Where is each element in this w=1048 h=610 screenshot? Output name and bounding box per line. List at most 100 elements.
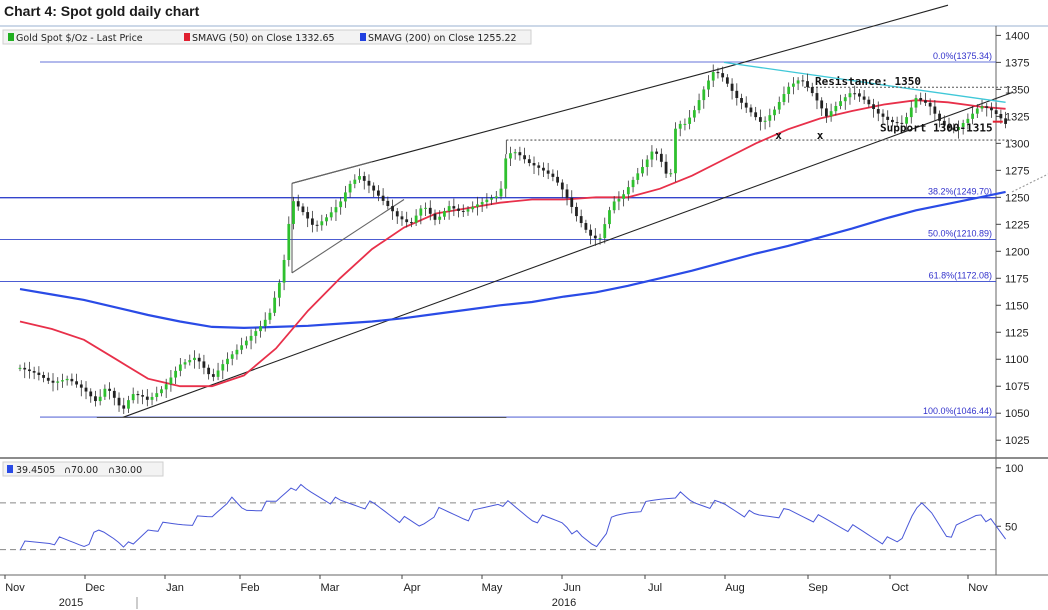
x-month-label: Jul xyxy=(648,582,662,594)
legend-entry: SMAVG (200) on Close 1255.22 xyxy=(368,33,517,44)
candle-body xyxy=(254,331,258,336)
candle-body xyxy=(570,197,574,207)
candle-body xyxy=(353,179,357,184)
candle-body xyxy=(702,89,706,101)
candle-body xyxy=(891,119,894,123)
candle-body xyxy=(659,153,663,162)
candle-body xyxy=(777,101,781,110)
candle-body xyxy=(527,159,531,164)
candle-body xyxy=(971,113,974,119)
candle-body xyxy=(230,354,234,359)
candle-body xyxy=(650,151,654,160)
candle-body xyxy=(645,159,649,167)
candle-body xyxy=(452,206,456,209)
candle-body xyxy=(141,395,145,397)
fib-label: 0.0%(1375.34) xyxy=(933,51,992,61)
candle-body xyxy=(160,389,163,394)
rsi-legend-box xyxy=(2,461,164,477)
candle-body xyxy=(32,371,36,373)
candle-body xyxy=(985,106,989,108)
support-label: Support 1300-1315 xyxy=(880,121,993,134)
candle-body xyxy=(221,364,225,371)
candle-body xyxy=(84,387,88,392)
candle-body xyxy=(763,120,767,122)
candle-body xyxy=(796,80,800,84)
candle-body xyxy=(900,122,904,124)
candle-body xyxy=(730,83,734,91)
candle-body xyxy=(244,340,248,346)
candle-body xyxy=(235,349,239,355)
candle-body xyxy=(909,107,913,118)
candle-body xyxy=(395,211,399,217)
fib-label: 38.2%(1249.70) xyxy=(928,187,992,197)
candle-body xyxy=(744,102,748,108)
x-month-label: Feb xyxy=(241,582,260,594)
candle-body xyxy=(504,158,508,189)
candle-body xyxy=(268,312,272,320)
candle-body xyxy=(862,96,866,100)
candle-body xyxy=(603,224,607,239)
candle-body xyxy=(51,380,55,383)
x-year-label: 2016 xyxy=(552,597,576,609)
candle-body xyxy=(990,107,993,111)
legend-entry: SMAVG (50) on Close 1332.65 xyxy=(192,33,335,44)
y-tick-label: 1175 xyxy=(1005,273,1029,285)
rsi-tick-label: 50 xyxy=(1005,521,1017,533)
candle-body xyxy=(626,187,630,195)
candle-body xyxy=(70,378,74,382)
candle-body xyxy=(636,173,640,180)
candle-body xyxy=(952,127,956,131)
x-month-label: Aug xyxy=(725,582,745,594)
candle-body xyxy=(46,377,50,381)
candle-body xyxy=(810,87,814,94)
candle-body xyxy=(674,128,677,174)
x-mark-label: x xyxy=(775,129,782,142)
candle-body xyxy=(858,93,861,97)
channel-upper-line xyxy=(291,4,949,184)
rsi-legend-lower: ∩30.00 xyxy=(108,465,142,476)
x-month-label: Jun xyxy=(563,582,581,594)
candle-body xyxy=(980,106,984,109)
candle-body xyxy=(551,173,555,177)
candle-body xyxy=(829,111,833,117)
candle-body xyxy=(443,211,446,217)
candle-body xyxy=(957,126,960,131)
candle-body xyxy=(117,397,121,406)
candle-body xyxy=(202,361,206,368)
candle-body xyxy=(461,210,465,212)
y-tick-label: 1125 xyxy=(1005,327,1029,339)
candle-body xyxy=(490,198,493,200)
candle-body xyxy=(688,117,692,124)
candle-body xyxy=(28,369,31,372)
candle-body xyxy=(523,155,526,160)
candle-body xyxy=(754,112,758,118)
legend-swatch xyxy=(8,33,14,41)
candle-body xyxy=(749,107,753,113)
candle-body xyxy=(122,405,126,409)
candle-body xyxy=(843,97,847,102)
candle-body xyxy=(471,206,475,210)
candle-body xyxy=(216,370,220,377)
candle-body xyxy=(886,116,890,120)
candle-body xyxy=(315,224,319,226)
candle-body xyxy=(664,161,668,174)
candle-body xyxy=(867,99,871,105)
candle-body xyxy=(424,207,427,209)
candle-body xyxy=(707,80,710,90)
candle-body xyxy=(740,98,743,103)
candle-body xyxy=(103,388,107,397)
y-tick-label: 1400 xyxy=(1005,30,1029,42)
legend-entry: Gold Spot $/Oz - Last Price xyxy=(16,33,143,44)
candle-body xyxy=(876,109,880,114)
candle-body xyxy=(881,113,885,117)
candle-body xyxy=(183,362,187,365)
candle-body xyxy=(108,388,111,391)
flag-line xyxy=(291,161,373,184)
candle-body xyxy=(211,374,215,377)
x-month-label: Dec xyxy=(85,582,105,594)
candle-body xyxy=(669,173,673,175)
candle-body xyxy=(325,217,328,222)
candle-body xyxy=(249,335,253,341)
candle-body xyxy=(466,209,470,212)
candle-body xyxy=(372,185,376,191)
